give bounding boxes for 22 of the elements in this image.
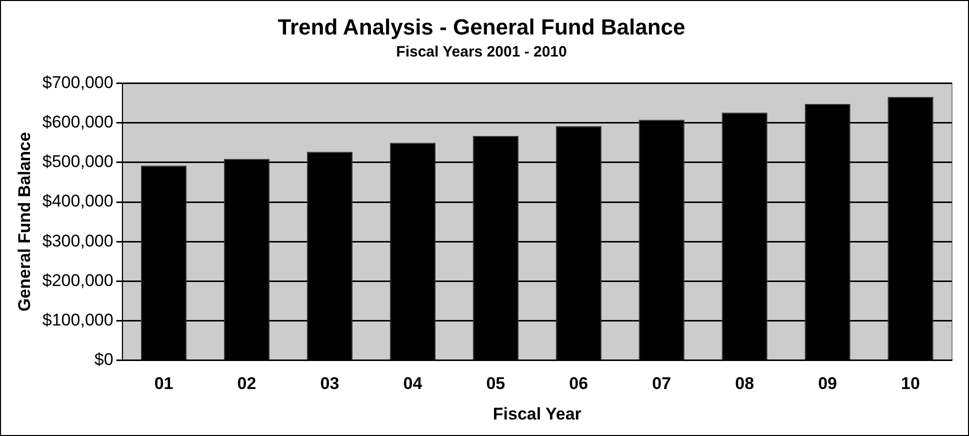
x-tick-label: 09: [818, 374, 838, 394]
x-tick-label: 05: [486, 374, 506, 394]
x-tick-label: 07: [652, 374, 672, 394]
x-tick-label: 10: [901, 374, 920, 394]
x-tick-label: 08: [735, 374, 754, 394]
x-tick-label: 03: [320, 374, 340, 394]
y-tick-label: $0: [94, 350, 114, 369]
x-tick-label: 01: [154, 374, 174, 394]
chart-subtitle: Fiscal Years 2001 - 2010: [396, 44, 567, 61]
x-axis-title: Fiscal Year: [492, 404, 582, 424]
y-tick-label: $300,000: [42, 231, 114, 250]
y-tick-label: $200,000: [42, 270, 114, 290]
y-axis-title: General Fund Balance: [14, 132, 34, 312]
chart-title: Trend Analysis - General Fund Balance: [278, 14, 686, 40]
y-tick-label: $500,000: [42, 152, 114, 172]
y-tick-label: $700,000: [42, 73, 114, 92]
y-tick-label: $400,000: [42, 192, 114, 211]
x-tick-label: 02: [237, 374, 256, 394]
y-tick-label: $100,000: [42, 310, 114, 330]
x-tick-label: 04: [403, 374, 423, 394]
y-tick-label: $600,000: [42, 112, 114, 132]
x-tick-label: 06: [569, 374, 588, 394]
